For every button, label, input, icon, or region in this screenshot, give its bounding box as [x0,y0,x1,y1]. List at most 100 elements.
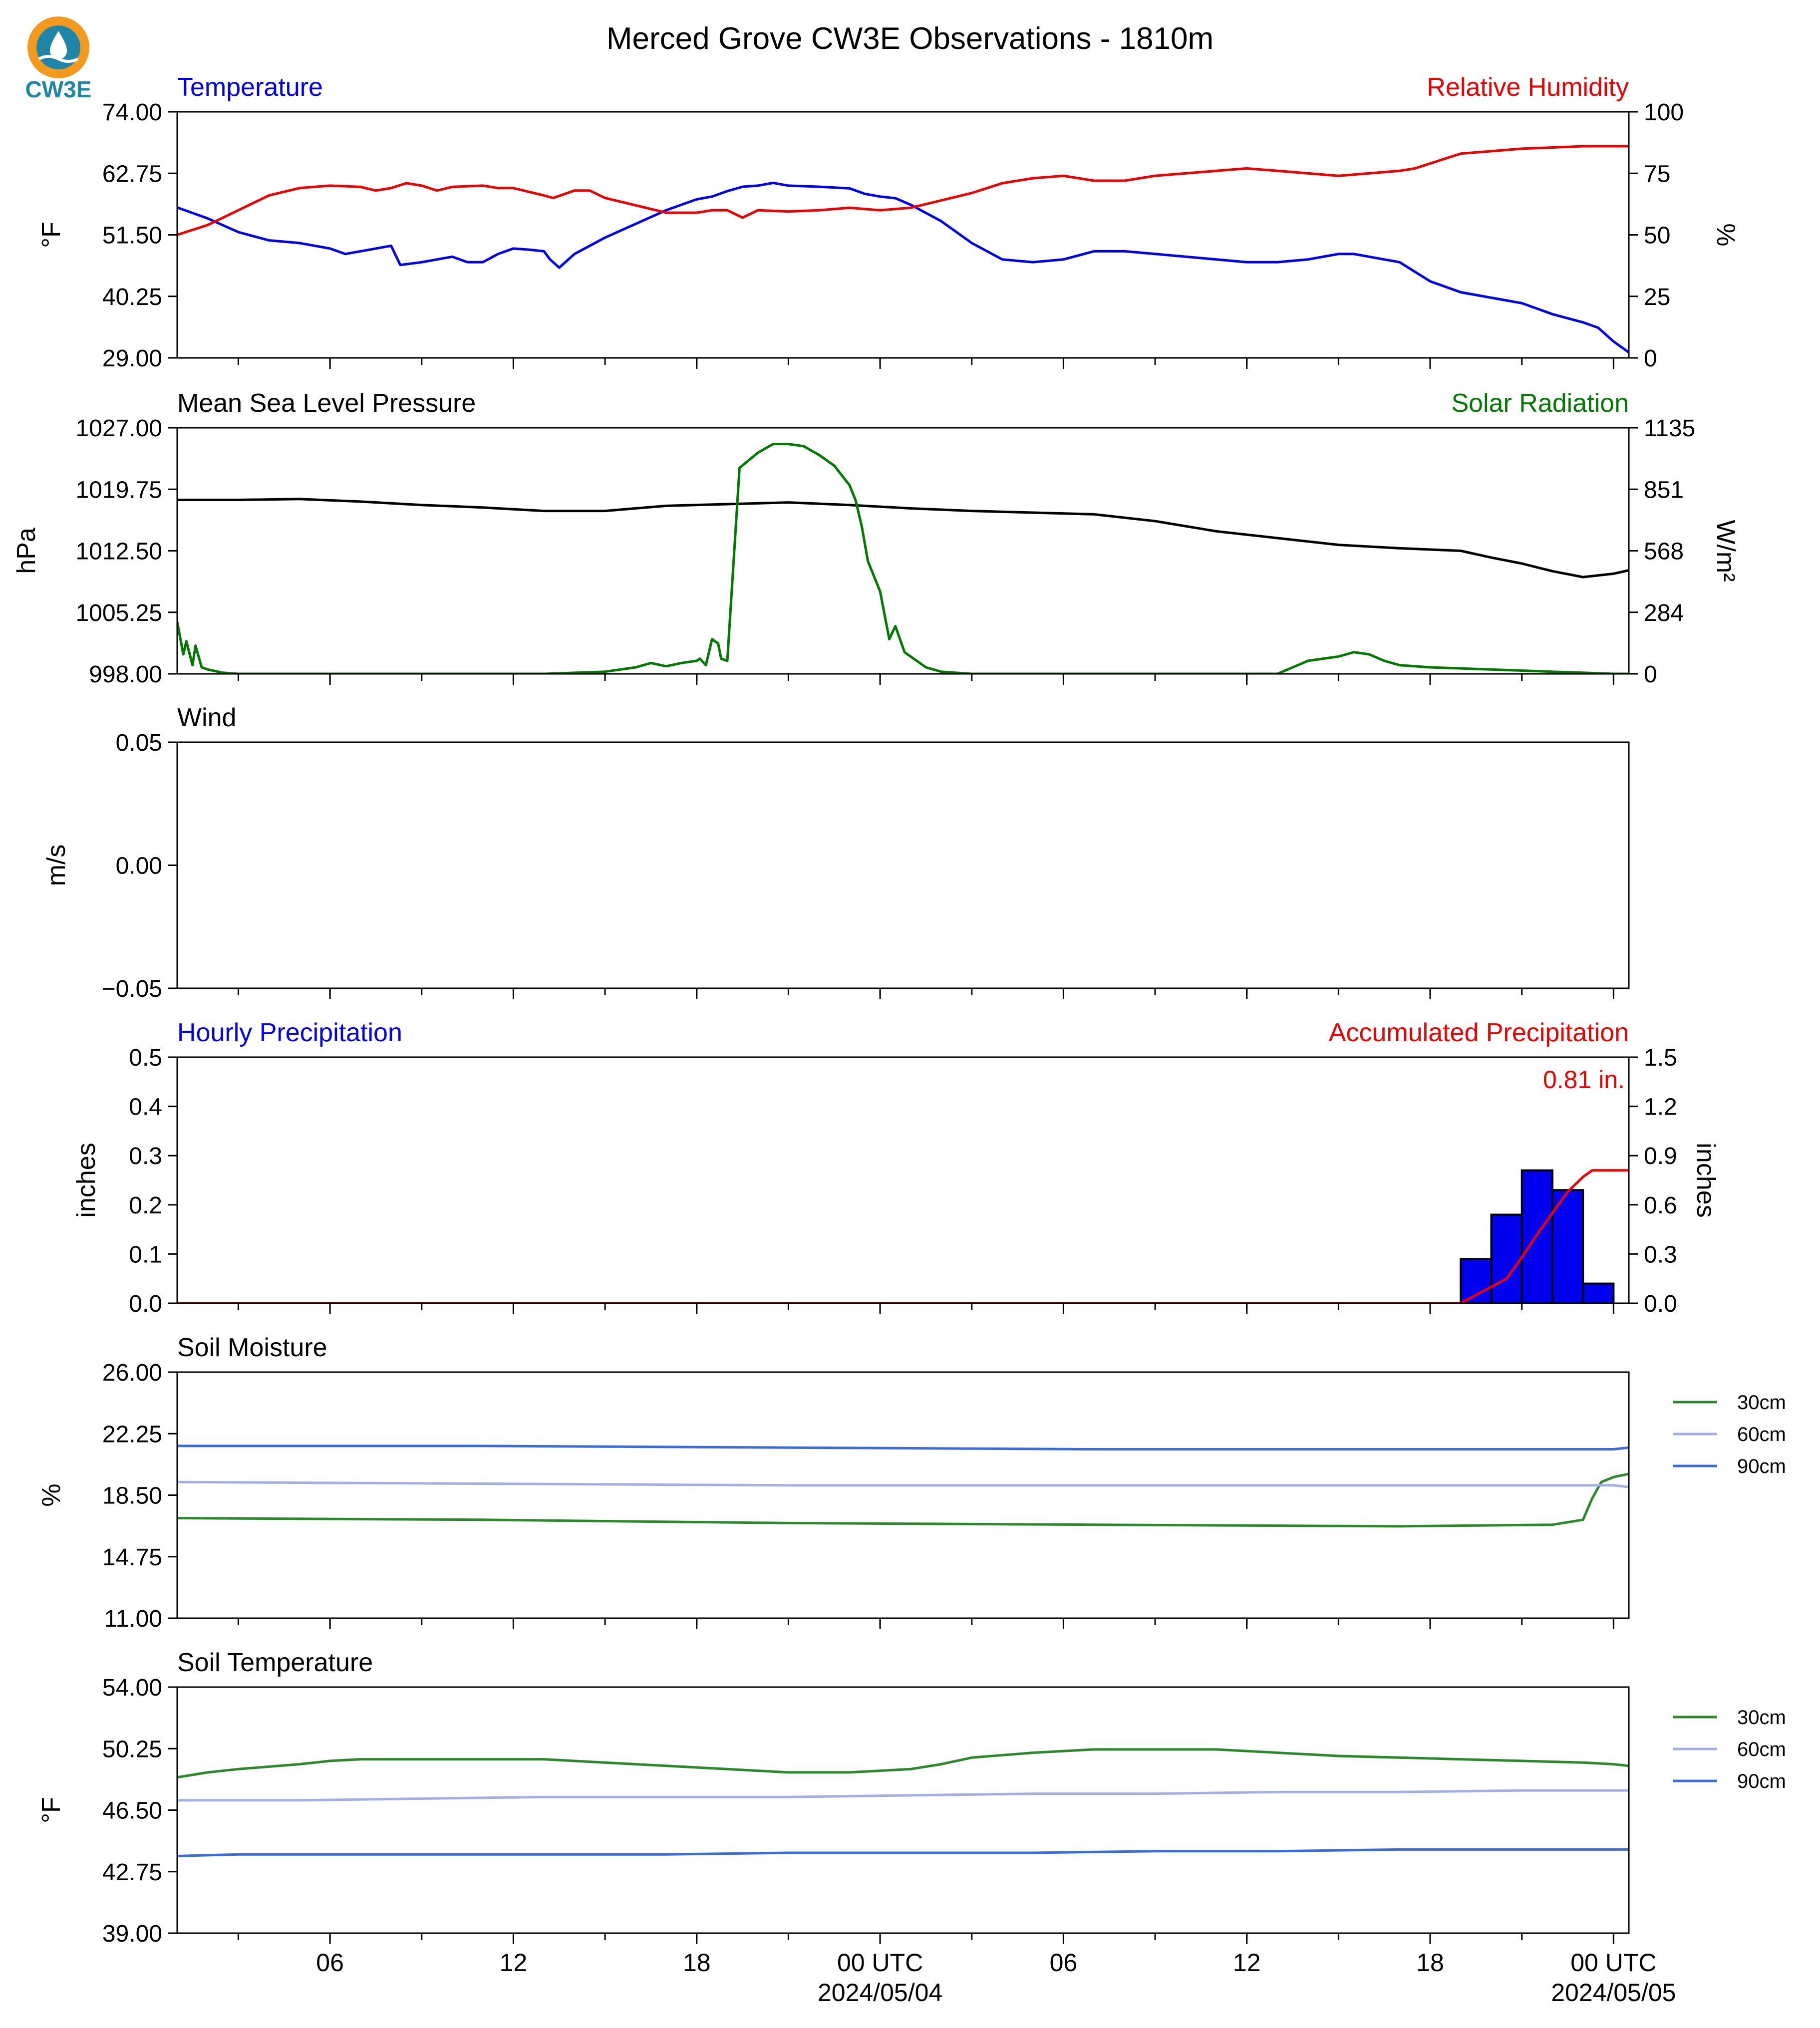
y-tick-label-right: 0 [1644,345,1657,372]
panel-title-right: Accumulated Precipitation [1329,1018,1629,1047]
panel-title-left: Soil Temperature [177,1648,373,1677]
y-tick-label: 22.25 [102,1421,162,1448]
panel-title-left: Mean Sea Level Pressure [177,389,476,418]
panel-5: Soil Moisture 26.00 22.25 18.50 14.75 11.00% 3… [37,1333,1786,1632]
legend-label: 60cm [1737,1424,1786,1446]
y-axis-label: °F [37,222,66,248]
precip-bar [1490,1213,1523,1303]
y-tick-label: 0.5 [129,1045,162,1071]
y-tick-label: −0.05 [102,976,162,1002]
y-tick-label-right: 568 [1644,539,1684,565]
logo-wave-icon [38,55,79,63]
plot-area [177,1445,1629,1528]
y-tick-label-right: 0.0 [1644,1291,1677,1317]
legend-label: 90cm [1737,1770,1786,1792]
cw3e-logo: CW3E [25,16,92,102]
precip-bar [1551,1189,1584,1303]
y-tick-label-right: 284 [1644,600,1684,626]
plot-area [177,1169,1629,1303]
legend: 30cm 60cm 90cm [1673,1707,1786,1792]
series-line-1 [177,181,1629,354]
x-tick-label: 18 [1416,1949,1444,1977]
panel-4: Hourly Precipitation Accumulated Precipit… [72,1018,1720,1317]
y-tick-label-right: 0.6 [1644,1192,1677,1219]
panel-title-right: Relative Humidity [1427,73,1629,102]
y-tick-label-right: 75 [1644,161,1670,187]
y-tick-label: 0.05 [116,730,162,756]
logo-drop-icon [50,31,67,59]
x-tick-sublabel: 2024/05/05 [1551,1979,1676,2007]
y-tick-label: 74.00 [102,99,162,126]
y-tick-label-right: 1.5 [1644,1045,1677,1071]
y-tick-label: 54.00 [102,1675,162,1701]
y-tick-label-right: 1135 [1644,415,1695,442]
y-tick-label-right: 50 [1644,223,1670,249]
series-line-2 [177,145,1629,236]
y-tick-label: 11.00 [104,1606,162,1632]
y-tick-label: 1019.75 [75,477,162,503]
x-tick-label: 06 [1050,1949,1078,1977]
y-tick-label-right: 1.2 [1644,1094,1677,1121]
legend-label: 30cm [1737,1392,1786,1414]
series-line-1 [177,1169,1629,1303]
panel-title-left: Temperature [177,73,323,102]
y-axis-label: % [37,1483,66,1506]
y-tick-label: 50.25 [102,1736,162,1762]
series-line-2 [177,1480,1629,1488]
y-axis-label: m/s [42,845,71,886]
y-tick-label: 998.00 [89,661,162,688]
y-tick-label: 40.25 [102,284,162,310]
panel-title-right: Solar Radiation [1451,389,1629,418]
plot-area [177,145,1629,354]
series-line-1 [177,1748,1629,1779]
legend: 30cm 60cm 90cm [1673,1392,1786,1477]
y-tick-label: 39.00 [102,1921,162,1947]
x-tick-label: 00 UTC [1570,1949,1656,1977]
accumulated-total-label: 0.81 in. [1543,1066,1625,1094]
x-tick-label: 12 [500,1949,528,1977]
y-tick-label: 0.00 [116,853,162,879]
y-tick-label: 26.00 [102,1360,162,1386]
y-tick-label-right: 851 [1644,477,1684,503]
y-tick-label: 42.75 [102,1859,162,1886]
panel-title-left: Hourly Precipitation [177,1018,402,1047]
legend-label: 30cm [1737,1707,1786,1729]
series-line-2 [177,443,1629,674]
panel-frame [176,1056,1630,1304]
y-tick-label: 0.2 [129,1192,162,1219]
plot-area [177,443,1629,674]
y-tick-label: 62.75 [102,161,162,187]
y-axis-label: °F [37,1797,66,1823]
y-tick-label: 14.75 [102,1544,162,1571]
panel-1: Temperature Relative Humidity 74.00 62.75 51… [37,73,1740,372]
y-tick-label-right: 0.9 [1644,1143,1677,1169]
y-tick-label: 51.50 [102,223,162,249]
y-tick-label: 0.4 [129,1094,162,1121]
series-line-3 [177,1848,1629,1857]
legend-label: 90cm [1737,1455,1786,1477]
logo-text: CW3E [25,76,92,102]
y-axis-label-right: inches [1691,1143,1720,1217]
y-tick-label: 0.3 [129,1143,162,1169]
panel-3: Wind 0.05 0.00 −0.05 m/s [42,703,1630,1002]
plot-area [177,1748,1629,1857]
y-tick-label-right: 100 [1644,99,1684,126]
y-axis-label: inches [72,1143,101,1217]
y-tick-label: 29.00 [102,345,162,372]
x-tick-label: 00 UTC [837,1949,923,1977]
figure-title: Merced Grove CW3E Observations - 1810m [607,21,1213,56]
panel-6: Soil Temperature 54.00 50.25 46.50 42.75 39.0… [37,1648,1786,2007]
y-tick-label: 1012.50 [75,539,162,565]
y-tick-label: 46.50 [102,1798,162,1824]
y-tick-label: 1005.25 [75,600,162,626]
x-tick-label: 18 [683,1949,711,1977]
y-tick-label-right: 0 [1644,661,1657,688]
y-tick-label: 0.0 [129,1291,162,1317]
x-tick-label: 06 [316,1949,344,1977]
precip-bar [1460,1258,1493,1303]
y-axis-label-right: W/m² [1711,520,1740,581]
series-line-2 [177,1789,1629,1802]
y-tick-label: 1027.00 [75,415,162,442]
panel-2: Mean Sea Level Pressure Solar Radiation 10… [12,389,1740,688]
y-tick-label-right: 0.3 [1644,1241,1677,1268]
